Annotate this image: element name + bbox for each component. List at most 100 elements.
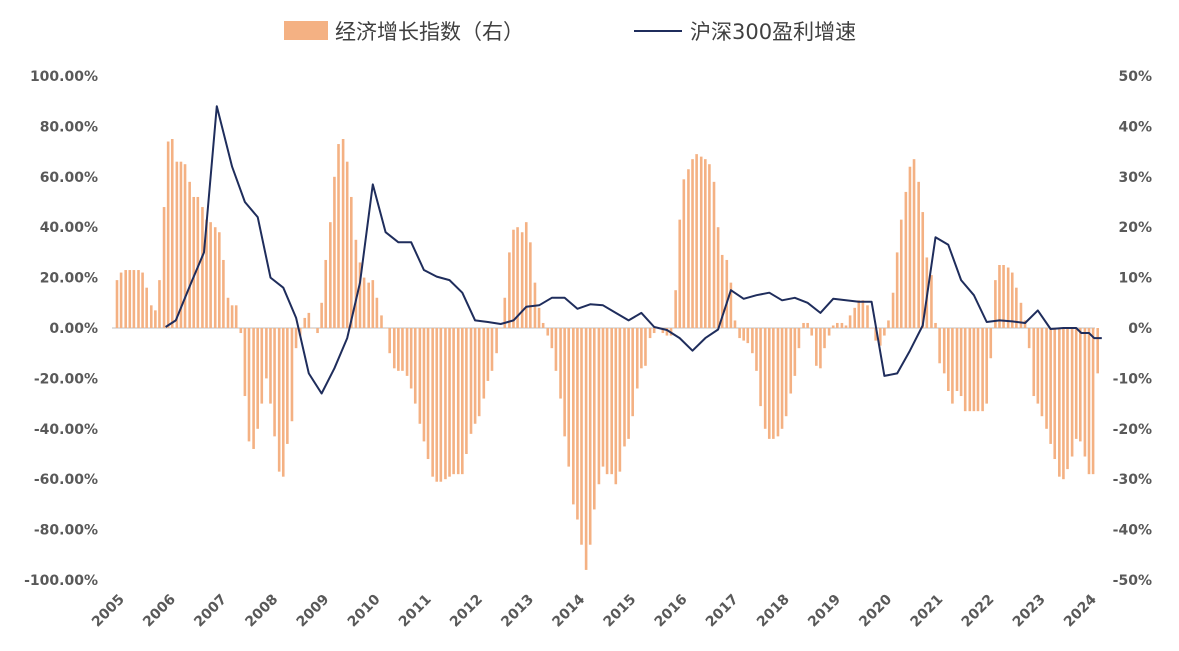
bar [166, 141, 170, 328]
bar [444, 328, 447, 480]
x-tick-label: 2023 [1010, 592, 1049, 631]
bar [329, 222, 332, 328]
bar [520, 232, 524, 328]
bar [273, 328, 276, 437]
bar [490, 328, 494, 371]
y-left-tick-label: -80.00% [34, 523, 98, 539]
bar [968, 328, 972, 412]
bar [192, 196, 196, 328]
bar [409, 328, 413, 389]
bar [226, 297, 230, 328]
bar [115, 280, 119, 328]
bar [1040, 328, 1044, 417]
bar [537, 307, 541, 328]
bar [456, 328, 460, 475]
bar [720, 254, 724, 328]
y-right-tick-label: 50% [1118, 69, 1152, 85]
bar [840, 322, 844, 328]
y-left-tick-label: -40.00% [34, 422, 98, 438]
bar [572, 328, 575, 505]
bar [1019, 302, 1023, 328]
bar [452, 328, 455, 475]
bar [431, 328, 434, 477]
bar [183, 164, 187, 328]
bar [128, 270, 132, 328]
bar [119, 272, 123, 328]
bar-series [115, 139, 1099, 570]
bar [422, 328, 426, 442]
bar [733, 320, 737, 328]
bar [678, 219, 682, 328]
bar [1023, 320, 1027, 328]
bar [448, 328, 451, 477]
bar [508, 252, 511, 328]
bar [836, 322, 839, 328]
bar [243, 328, 247, 397]
x-tick-label: 2010 [345, 591, 384, 630]
bar [179, 161, 183, 328]
bar [1049, 328, 1052, 444]
bar [260, 328, 264, 404]
bar [175, 161, 179, 328]
bar [780, 328, 784, 429]
bar [461, 328, 464, 475]
bar [921, 212, 925, 328]
bar [597, 328, 601, 485]
y-right-tick-label: 20% [1118, 220, 1152, 236]
bar [269, 328, 272, 404]
bar [623, 328, 626, 447]
bar [294, 328, 298, 349]
bar [286, 328, 289, 444]
bar [1066, 328, 1069, 470]
bar [486, 328, 490, 381]
bar [559, 328, 562, 399]
bar [482, 328, 486, 399]
bar [695, 154, 698, 328]
bar [831, 325, 835, 328]
bar [866, 305, 869, 328]
bar [529, 242, 532, 328]
bar [303, 317, 307, 328]
bar [648, 328, 652, 339]
bar [162, 207, 166, 328]
y-right-tick-label: 0% [1128, 321, 1152, 337]
bar [580, 328, 583, 545]
y-right-tick-label: 10% [1118, 271, 1152, 287]
bar [601, 328, 605, 467]
x-tick-label: 2017 [703, 592, 742, 631]
bar [691, 159, 694, 328]
bar [388, 328, 391, 354]
bar [751, 328, 754, 354]
bar [912, 159, 916, 328]
bar [524, 222, 528, 328]
bar [477, 328, 481, 417]
bar [247, 328, 251, 442]
legend-line-label: 沪深300盈利增速 [690, 20, 856, 44]
bar [989, 328, 993, 359]
bar [1087, 328, 1091, 475]
bar [512, 229, 515, 328]
bar [550, 328, 554, 349]
bar [861, 300, 865, 328]
bar [1010, 272, 1014, 328]
bar [384, 328, 387, 329]
bar [371, 280, 375, 328]
bar [413, 328, 417, 404]
bar [802, 322, 805, 328]
y-left-tick-label: 0.00% [49, 321, 98, 337]
bar [149, 305, 153, 328]
bar [934, 322, 937, 328]
bar [827, 328, 831, 336]
bar [426, 328, 430, 460]
x-axis: 2005 2006 2007 2008 2009 2010 2011 2012 2013 2014… [89, 591, 1100, 630]
y-left-tick-label: -100.00% [24, 573, 98, 589]
bar [320, 302, 323, 328]
y-left-tick-label: 20.00% [40, 271, 98, 287]
bar [848, 315, 852, 328]
bar [699, 156, 703, 328]
bar [554, 328, 558, 371]
bar [942, 328, 946, 374]
bar [878, 328, 882, 346]
bar [635, 328, 639, 389]
